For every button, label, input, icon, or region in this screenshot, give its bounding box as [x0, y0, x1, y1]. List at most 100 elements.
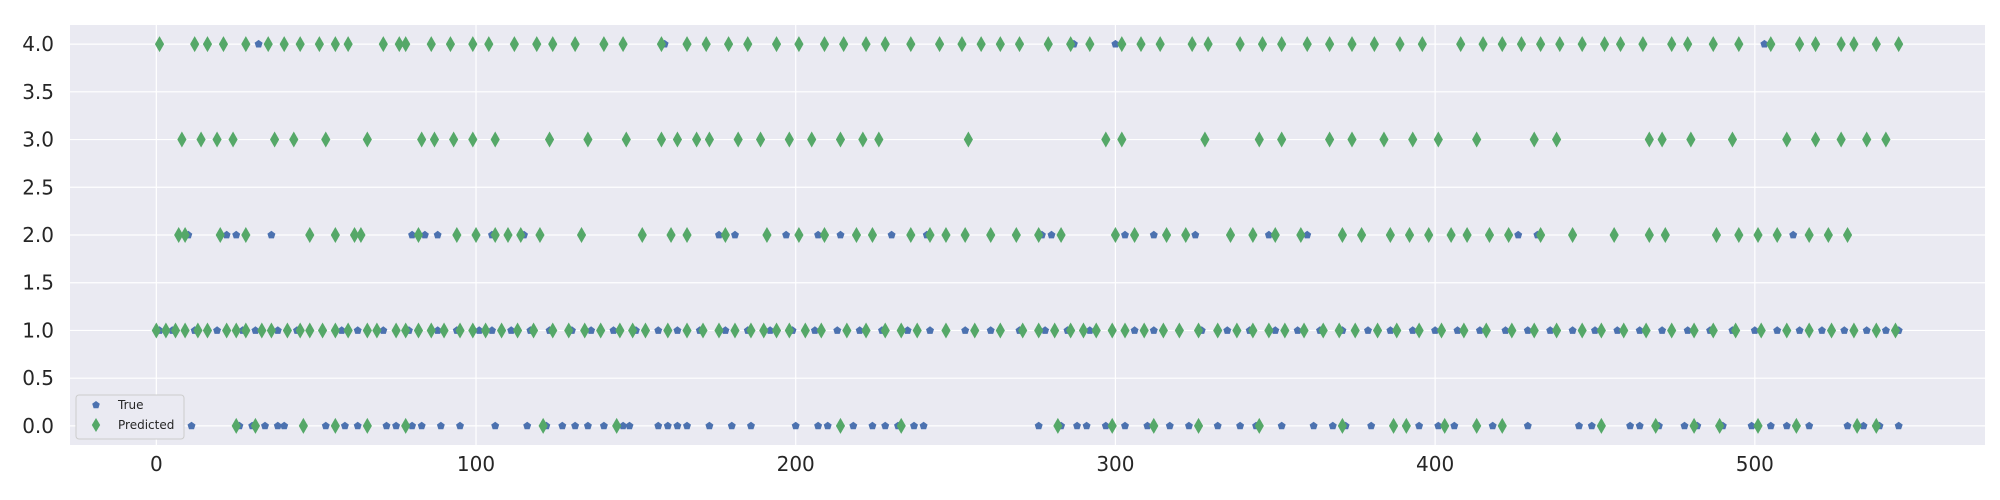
- predicted-point: [1497, 417, 1507, 434]
- predicted-point: [1644, 227, 1654, 243]
- predicted-point: [1213, 322, 1223, 339]
- legend-box: [75, 394, 185, 440]
- true-point: [436, 421, 445, 430]
- predicted-point: [1440, 417, 1450, 434]
- predicted-point: [394, 36, 404, 53]
- predicted-point: [1107, 417, 1117, 434]
- predicted-point: [1347, 36, 1357, 53]
- predicted-point: [484, 36, 494, 53]
- predicted-point: [362, 417, 372, 434]
- predicted-point: [682, 322, 692, 339]
- predicted-point: [241, 36, 251, 53]
- true-point: [836, 230, 845, 239]
- true-point: [715, 230, 723, 239]
- true-point: [673, 421, 682, 430]
- true-point: [187, 421, 196, 430]
- predicted-point: [1734, 36, 1744, 53]
- true-point: [456, 421, 464, 430]
- y-tick-label: 1.5: [22, 271, 54, 295]
- predicted-point: [1091, 322, 1101, 339]
- predicted-point: [1641, 322, 1651, 339]
- predicted-point: [618, 36, 628, 53]
- predicted-point: [1881, 131, 1891, 148]
- predicted-point: [426, 322, 436, 339]
- predicted-point: [1066, 36, 1076, 53]
- predicted-point: [733, 131, 743, 148]
- predicted-point: [1043, 36, 1053, 53]
- true-point: [1213, 421, 1222, 430]
- predicted-point: [1871, 322, 1881, 339]
- predicted-point: [1034, 227, 1044, 243]
- true-point: [1450, 421, 1459, 430]
- predicted-point: [1708, 36, 1718, 53]
- predicted-point: [1484, 227, 1495, 243]
- true-point: [379, 326, 388, 334]
- predicted-point: [452, 227, 462, 243]
- true-point: [747, 421, 755, 430]
- predicted-point: [1507, 322, 1517, 339]
- predicted-point: [349, 227, 360, 243]
- predicted-point: [1753, 417, 1763, 434]
- predicted-point: [794, 227, 804, 243]
- predicted-point: [1232, 322, 1242, 339]
- predicted-point: [1810, 131, 1821, 148]
- predicted-point: [1536, 227, 1546, 243]
- predicted-point: [1555, 36, 1565, 53]
- predicted-point: [218, 36, 229, 53]
- predicted-point: [1078, 322, 1089, 339]
- predicted-point: [1120, 322, 1130, 339]
- true-point: [663, 421, 672, 430]
- predicted-point: [266, 322, 277, 339]
- predicted-point: [177, 131, 187, 148]
- true-point: [475, 326, 484, 334]
- predicted-point: [1200, 131, 1210, 148]
- predicted-point: [503, 227, 513, 243]
- predicted-point: [1791, 417, 1801, 434]
- predicted-point: [771, 322, 782, 339]
- predicted-point: [663, 322, 673, 339]
- true-point: [1782, 421, 1791, 430]
- predicted-point: [1299, 322, 1309, 339]
- predicted-point: [941, 322, 951, 339]
- predicted-point: [445, 36, 456, 53]
- true-point: [1367, 421, 1376, 430]
- predicted-point: [1414, 322, 1424, 339]
- predicted-point: [570, 36, 580, 53]
- predicted-point: [317, 322, 328, 339]
- true-point: [1635, 326, 1644, 334]
- predicted-point: [1504, 227, 1514, 243]
- true-point: [1264, 230, 1273, 239]
- true-point: [1488, 421, 1497, 430]
- predicted-point: [1248, 227, 1258, 243]
- predicted-point: [1018, 322, 1028, 339]
- predicted-point: [231, 417, 241, 434]
- true-point: [1073, 421, 1081, 430]
- predicted-point: [1849, 36, 1859, 53]
- predicted-point: [1472, 417, 1482, 434]
- predicted-point: [241, 227, 251, 243]
- predicted-point: [356, 227, 366, 243]
- predicted-point: [599, 36, 609, 53]
- predicted-point: [1193, 417, 1204, 434]
- legend: True Predicted: [75, 394, 185, 440]
- predicted-point: [784, 131, 794, 148]
- predicted-point: [174, 227, 184, 243]
- predicted-point: [941, 227, 951, 243]
- true-point: [1386, 326, 1395, 334]
- true-point: [340, 421, 349, 430]
- true-point: [1085, 326, 1094, 334]
- predicted-point: [1894, 36, 1904, 53]
- predicted-point: [963, 131, 973, 148]
- predicted-point: [621, 131, 631, 148]
- y-tick-label: 0.0: [22, 414, 54, 438]
- predicted-point: [1117, 131, 1127, 148]
- true-point: [766, 326, 775, 334]
- true-point: [222, 230, 231, 239]
- predicted-point: [1529, 131, 1539, 148]
- predicted-point: [1516, 36, 1527, 53]
- predicted-point: [867, 227, 878, 243]
- predicted-point: [880, 322, 890, 339]
- predicted-point: [1577, 322, 1587, 339]
- predicted-point: [298, 417, 308, 434]
